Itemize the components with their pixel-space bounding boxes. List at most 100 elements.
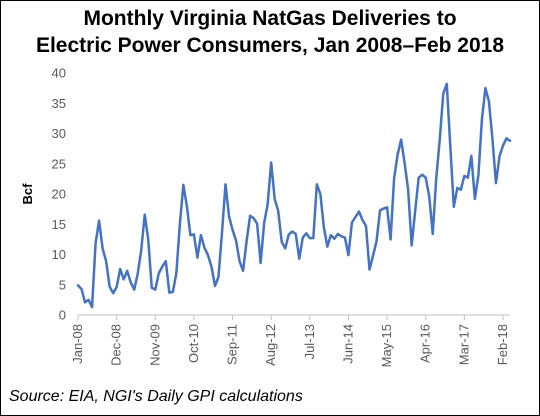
data-point (144, 214, 146, 216)
data-point (232, 229, 234, 231)
data-point (467, 177, 469, 179)
data-point (397, 154, 399, 156)
data-point (488, 100, 490, 102)
data-point (147, 238, 149, 240)
data-point (91, 306, 93, 308)
data-point (358, 211, 360, 213)
data-point (260, 262, 262, 264)
data-point (267, 203, 269, 205)
x-tick-label: Jan-08 (70, 324, 85, 364)
data-point (509, 140, 511, 142)
data-point (81, 288, 83, 290)
data-point (130, 281, 132, 283)
data-point (425, 177, 427, 179)
data-point (351, 221, 353, 223)
chart-title-line-2: Electric Power Consumers, Jan 2008–Feb 2… (35, 34, 505, 57)
data-point (379, 209, 381, 211)
data-point (347, 254, 349, 256)
series-line (76, 82, 512, 309)
data-point (274, 198, 276, 200)
data-point (189, 234, 191, 236)
data-point (432, 233, 434, 235)
x-tick-label: Feb-18 (495, 324, 510, 365)
chart-title-line-1: Monthly Virginia NatGas Deliveries to (83, 7, 457, 30)
data-point (263, 222, 265, 224)
x-tick-label: Mar-17 (456, 324, 471, 365)
data-point (495, 182, 497, 184)
data-point (242, 270, 244, 272)
data-point (172, 291, 174, 293)
data-point (239, 260, 241, 262)
data-point (326, 246, 328, 248)
data-point (154, 289, 156, 291)
data-point (88, 299, 90, 301)
data-point (505, 137, 507, 139)
data-point (77, 284, 79, 286)
data-point (330, 234, 332, 236)
y-tick-label: 25 (52, 156, 66, 171)
data-point (200, 234, 202, 236)
data-point (277, 210, 279, 212)
data-point (491, 138, 493, 140)
data-point (456, 187, 458, 189)
data-point (439, 139, 441, 141)
data-point (376, 240, 378, 242)
data-point (393, 177, 395, 179)
data-point (168, 292, 170, 294)
y-tick-label: 5 (59, 277, 66, 292)
data-point (337, 233, 339, 235)
data-point (98, 220, 100, 222)
data-point (344, 237, 346, 239)
data-point (217, 276, 219, 278)
y-axis-label: Bcf (20, 183, 35, 205)
data-point (418, 177, 420, 179)
data-point (421, 174, 423, 176)
x-tick-label: Sep-11 (225, 324, 240, 365)
data-point (369, 269, 371, 271)
x-tick-label: Apr-16 (418, 324, 433, 363)
data-point (281, 241, 283, 243)
data-point (340, 235, 342, 237)
data-point (407, 189, 409, 191)
data-point (151, 287, 153, 289)
y-tick-label: 30 (52, 126, 66, 141)
data-point (354, 216, 356, 218)
data-point (453, 206, 455, 208)
source-note: Source: EIA, NGI's Daily GPI calculation… (9, 388, 303, 405)
data-point (383, 208, 385, 210)
data-point (361, 219, 363, 221)
y-tick-label: 35 (52, 96, 66, 111)
data-point (210, 266, 212, 268)
data-point (102, 247, 104, 249)
data-point (165, 260, 167, 262)
data-point (175, 272, 177, 274)
data-point (207, 254, 209, 256)
data-point (221, 232, 223, 234)
data-point (119, 268, 121, 270)
data-point (291, 231, 293, 233)
data-point (333, 238, 335, 240)
data-point (400, 139, 402, 141)
data-point (133, 289, 135, 291)
data-point (288, 234, 290, 236)
data-point (112, 292, 114, 294)
x-tick-label: Jul-13 (302, 324, 317, 359)
data-point (249, 215, 251, 217)
data-point (95, 243, 97, 245)
data-point (284, 247, 286, 249)
data-point (460, 189, 462, 191)
data-point (116, 286, 118, 288)
data-point (140, 249, 142, 251)
data-point (256, 223, 258, 225)
data-point (246, 240, 248, 242)
data-point (435, 177, 437, 179)
data-point (309, 237, 311, 239)
data-point (123, 278, 125, 280)
x-tick-label: Dec-08 (109, 324, 124, 366)
data-point (193, 234, 195, 236)
data-point (316, 183, 318, 185)
x-tick-label: Nov-09 (147, 324, 162, 366)
data-point (228, 215, 230, 217)
